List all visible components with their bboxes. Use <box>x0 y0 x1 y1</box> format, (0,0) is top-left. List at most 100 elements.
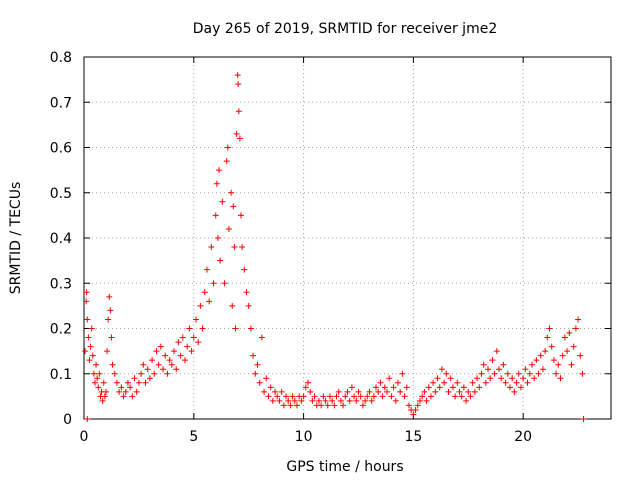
data-point <box>235 81 242 88</box>
y-tick-label: 0.1 <box>50 367 72 383</box>
data-point <box>285 397 292 404</box>
data-point <box>100 379 107 386</box>
data-point <box>580 416 587 422</box>
grid-lines <box>84 57 611 419</box>
data-point <box>568 361 575 368</box>
data-point <box>463 397 470 404</box>
data-point <box>557 375 564 382</box>
data-point <box>82 348 89 355</box>
data-point <box>149 357 156 364</box>
data-point <box>346 397 353 404</box>
data-point <box>425 384 432 391</box>
data-point <box>245 302 252 309</box>
data-point <box>142 379 149 386</box>
data-point <box>129 393 136 400</box>
data-point <box>344 388 351 395</box>
data-point <box>506 384 513 391</box>
data-point <box>493 348 500 355</box>
data-point <box>212 212 219 219</box>
data-point <box>579 370 586 377</box>
data-point <box>87 343 94 350</box>
data-point <box>107 307 114 314</box>
data-point <box>238 212 245 219</box>
data-point <box>224 144 231 151</box>
data-point <box>311 393 318 400</box>
data-point <box>555 361 562 368</box>
data-point <box>232 325 239 332</box>
data-point <box>157 343 164 350</box>
data-point <box>438 366 445 373</box>
data-point <box>96 370 103 377</box>
x-tick-label: 20 <box>514 429 532 445</box>
data-point <box>452 393 459 400</box>
data-point <box>410 411 417 418</box>
data-point <box>399 370 406 377</box>
data-point <box>531 375 538 382</box>
data-point <box>379 393 386 400</box>
data-point <box>412 406 419 413</box>
data-point <box>377 379 384 386</box>
data-point <box>342 393 349 400</box>
data-point <box>548 343 555 350</box>
data-point <box>364 393 371 400</box>
data-point <box>502 379 509 386</box>
data-point <box>333 393 340 400</box>
data-point <box>375 388 382 395</box>
data-point <box>318 402 325 409</box>
data-point <box>559 352 566 359</box>
data-point <box>155 361 162 368</box>
data-point <box>274 393 281 400</box>
data-point <box>228 189 235 196</box>
data-point <box>340 402 347 409</box>
data-point <box>216 167 223 174</box>
data-point <box>370 393 377 400</box>
data-point <box>280 402 287 409</box>
data-point <box>203 266 210 273</box>
data-point <box>542 348 549 355</box>
data-point <box>133 388 140 395</box>
data-point <box>458 393 465 400</box>
data-point <box>553 370 560 377</box>
data-point <box>561 334 568 341</box>
data-point <box>230 203 237 210</box>
data-point <box>449 384 456 391</box>
data-point <box>291 397 298 404</box>
data-point <box>293 402 300 409</box>
data-point <box>190 334 197 341</box>
data-point <box>315 397 322 404</box>
data-point <box>94 375 101 382</box>
data-point <box>432 388 439 395</box>
y-tick-label: 0.4 <box>50 231 72 247</box>
data-point <box>533 357 540 364</box>
data-point <box>214 235 221 241</box>
data-point <box>359 402 366 409</box>
data-point <box>304 379 311 386</box>
data-point <box>105 316 112 323</box>
data-point <box>175 339 182 346</box>
data-point <box>88 325 95 332</box>
data-point <box>471 388 478 395</box>
data-point <box>373 384 380 391</box>
data-point <box>83 298 90 305</box>
data-point <box>269 397 276 404</box>
data-point <box>243 289 250 296</box>
data-point <box>381 384 388 391</box>
data-point <box>572 325 579 332</box>
data-point <box>436 384 443 391</box>
y-tick-label: 0.7 <box>50 95 72 111</box>
data-point <box>322 397 329 404</box>
data-point <box>201 289 208 296</box>
data-point <box>575 316 582 323</box>
data-point <box>116 388 123 395</box>
data-point <box>456 388 463 395</box>
y-tick-label: 0.3 <box>50 276 72 292</box>
data-point <box>135 379 142 386</box>
data-point <box>566 330 573 337</box>
data-point <box>546 325 553 332</box>
data-point <box>348 384 355 391</box>
data-point <box>188 348 195 355</box>
y-tick-label: 0.2 <box>50 322 72 338</box>
data-point <box>127 384 134 391</box>
data-point <box>535 370 542 377</box>
